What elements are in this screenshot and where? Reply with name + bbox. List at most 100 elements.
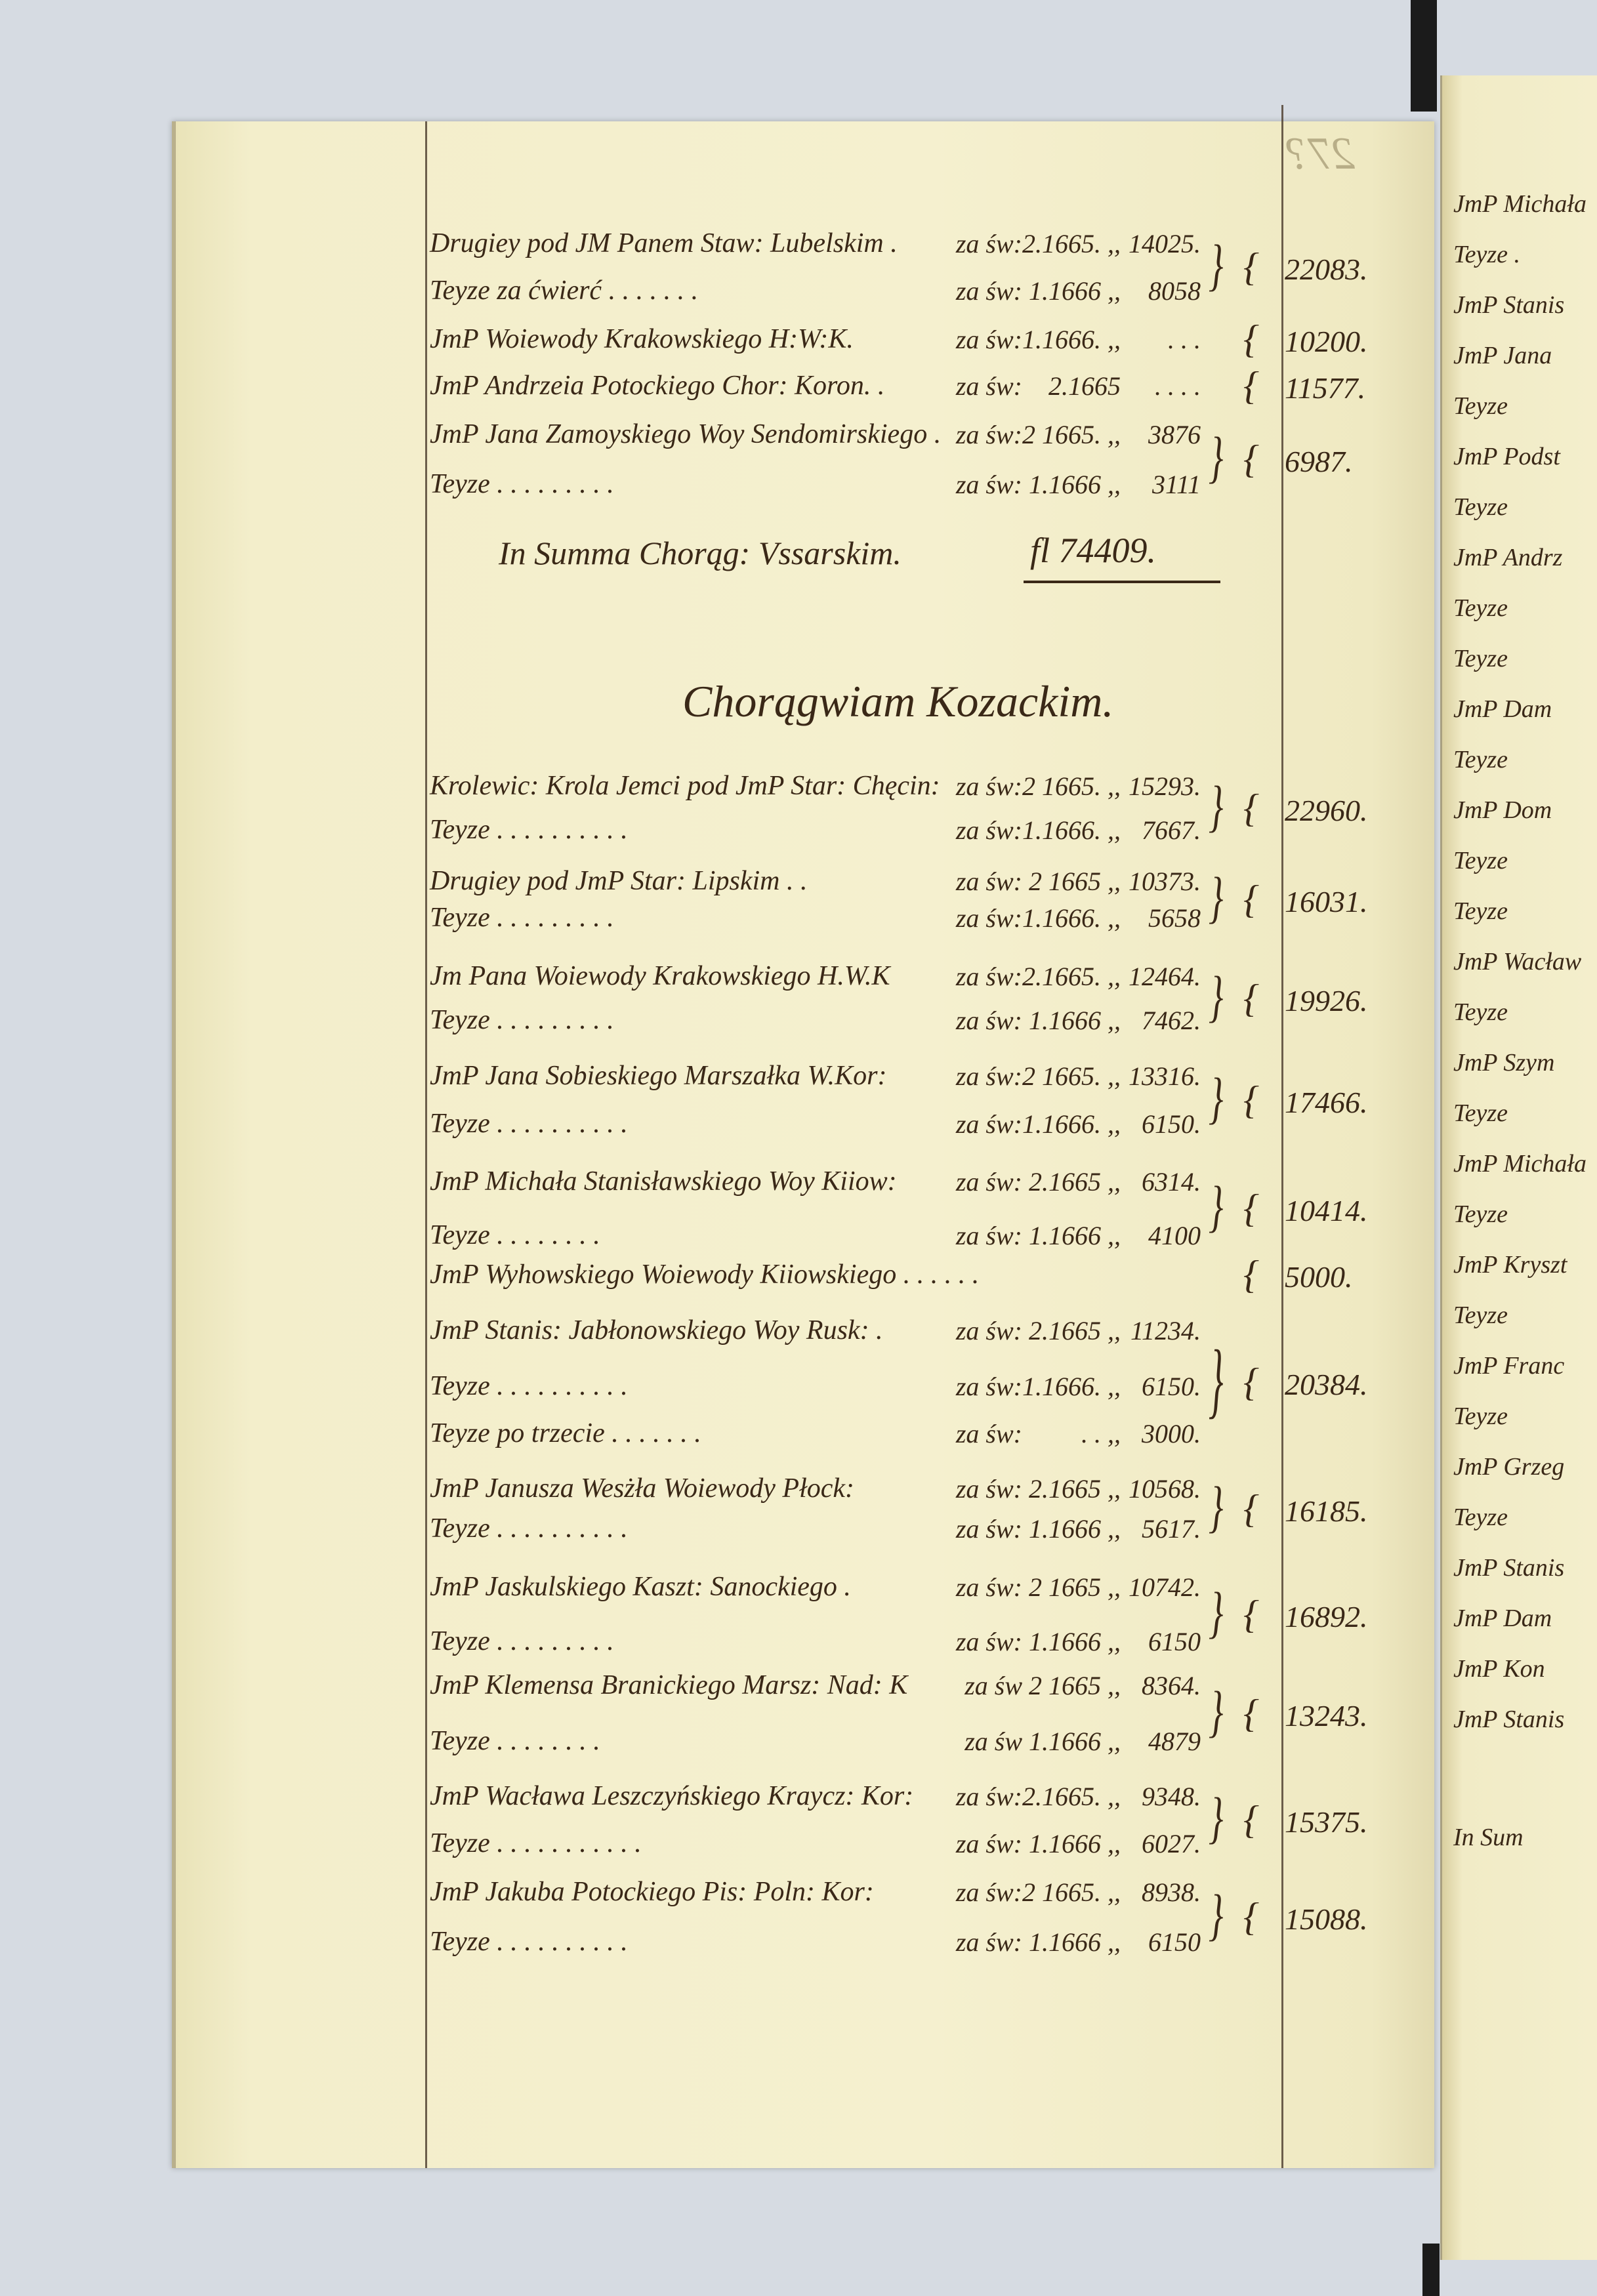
group-total: 10414. [1285, 1194, 1368, 1227]
entry-term: . . ,, [1081, 1419, 1121, 1448]
right-page-entry: JmP Wacław [1453, 948, 1582, 975]
entry-amount: . . . . [1155, 371, 1201, 401]
section-heading: Chorągwiam Kozackim. [682, 676, 1114, 726]
right-brace-icon: } [1209, 1581, 1224, 1645]
entry-name: Krolewic: Krola Jemci pod JmP Star: Chęc… [430, 771, 940, 801]
right-page-entry: Teyze [1453, 998, 1508, 1026]
entry-period-label: za św: [955, 276, 1022, 306]
entry-term: 1.1666 ,, [1029, 1727, 1121, 1756]
entry-term: 1.1666 ,, [1029, 1829, 1121, 1858]
right-page-fragment [1440, 75, 1597, 2260]
entry-period-label: za św: [955, 815, 1022, 845]
entry-term: 2 1665. ,, [1022, 1061, 1121, 1091]
book-binding-edge-bottom [1422, 2244, 1440, 2296]
right-page-entry: Teyze [1453, 1302, 1508, 1329]
entry-amount: 10742. [1129, 1572, 1201, 1602]
entry-amount: 6150. [1142, 1109, 1201, 1139]
group-total: 16185. [1285, 1494, 1368, 1528]
entry-period-label: za św: [955, 1372, 1022, 1401]
group-total: 22083. [1285, 253, 1368, 286]
right-page-entry: Teyze . [1453, 241, 1521, 268]
entry-period-label: za św: [955, 903, 1022, 933]
entry-term: 2 1665 ,, [1029, 867, 1121, 896]
left-margin-rule [425, 121, 427, 2168]
entry-period-label: za św: [955, 1109, 1022, 1139]
entry-term: 2.1665 ,, [1029, 1167, 1121, 1197]
entry-name: JmP Klemensa Branickiego Marsz: Nad: K [430, 1670, 908, 1700]
entry-term: 1.1666. ,, [1022, 1109, 1121, 1139]
entry-amount: 4100 [1148, 1221, 1201, 1250]
entry-name: JmP Woiewody Krakowskiego H:W:K. [430, 324, 854, 354]
right-page-entry: In Sum [1453, 1824, 1524, 1851]
right-page-entry: JmP Dam [1453, 1605, 1552, 1632]
entry-amount: 6150 [1148, 1927, 1201, 1957]
group-total: 15375. [1285, 1805, 1368, 1839]
entry-term: 1.1666 ,, [1029, 1221, 1121, 1250]
group-total: 5000. [1285, 1260, 1353, 1294]
entry-period-label: za św: [955, 962, 1022, 991]
entry-term: 2 1665 ,, [1029, 1572, 1121, 1602]
group-total: 17466. [1285, 1085, 1368, 1119]
entry-period-label: za św: [955, 1474, 1022, 1504]
group-total: 11577. [1285, 371, 1366, 405]
right-brace-icon: } [1209, 1680, 1224, 1744]
entry-term: 2 1665 ,, [1029, 1671, 1121, 1700]
entry-period-label: za św: [955, 1782, 1022, 1811]
entry-term: 1.1666. ,, [1022, 903, 1121, 933]
entry-period-label: za św: [955, 1572, 1022, 1602]
entry-amount: 14025. [1129, 229, 1201, 258]
entry-name: JmP Jana Zamoyskiego Woy Sendomirskiego … [430, 419, 942, 449]
entry-amount: 6150 [1148, 1627, 1201, 1656]
right-brace-icon: } [1209, 1786, 1224, 1850]
entry-name: JmP Janusza Wesżła Woiewody Płock: [430, 1473, 855, 1504]
entry-amount: 3876 [1148, 420, 1201, 449]
folio-number: 27? [1286, 129, 1355, 179]
left-brace-icon: { [1243, 1798, 1259, 1841]
summa-value: fl 74409. [1030, 531, 1157, 570]
entry-amount: 3000. [1142, 1419, 1201, 1448]
entry-period-label: za św: [955, 229, 1022, 258]
right-brace-icon: } [1209, 1175, 1224, 1239]
left-brace-icon: { [1243, 1360, 1259, 1404]
left-brace-icon: { [1243, 1187, 1259, 1230]
entry-name: JmP Michała Stanisławskiego Woy Kiiow: [430, 1166, 897, 1197]
right-page-entry: JmP Andrz [1453, 544, 1563, 571]
left-brace-icon: { [1243, 1253, 1259, 1296]
right-page-entry: JmP Grzeg [1453, 1453, 1565, 1481]
entry-amount: 8938. [1142, 1877, 1201, 1907]
right-page-entry: JmP Kryszt [1453, 1251, 1567, 1279]
entry-period-label: za św: [955, 1061, 1022, 1091]
entry-term: 2 1665. ,, [1022, 771, 1121, 801]
entry-term: 1.1666. ,, [1022, 1372, 1121, 1401]
left-brace-icon: { [1243, 1895, 1259, 1938]
group-total: 13243. [1285, 1698, 1368, 1732]
book-binding-edge [1411, 0, 1437, 112]
entry-period-label: za św: [955, 1627, 1022, 1656]
entry-name: JmP Andrzeia Potockiego Chor: Koron. . [430, 371, 885, 401]
entry-period-label: za św: [955, 1877, 1022, 1907]
right-page-entry: JmP Stanis [1453, 1554, 1565, 1582]
left-brace-icon: { [1243, 1691, 1259, 1735]
entry-period-label: za św: [955, 1006, 1022, 1035]
entry-name: Teyze . . . . . . . . . . . [430, 1828, 642, 1858]
right-page-entry: Teyze [1453, 1200, 1508, 1228]
entry-name: Teyze . . . . . . . . . [430, 1005, 614, 1035]
right-page-entry: Teyze [1453, 493, 1508, 521]
entry-amount: 7462. [1142, 1006, 1201, 1035]
entry-term: 2.1665. ,, [1022, 1782, 1121, 1811]
right-brace-icon: } [1209, 234, 1224, 297]
entry-amount: 6314. [1142, 1167, 1201, 1197]
right-page-entry: JmP Franc [1453, 1352, 1565, 1380]
right-page-entry: JmP Dom [1453, 796, 1552, 824]
right-brace-icon: } [1209, 1475, 1224, 1539]
group-total: 10200. [1285, 325, 1368, 358]
entry-period-label: za św: [955, 1316, 1022, 1345]
right-brace-icon: } [1209, 965, 1224, 1029]
entry-period-label: za św [964, 1727, 1022, 1756]
entry-term: 2.1665 [1048, 371, 1121, 401]
entry-name: JmP Wyhowskiego Woiewody Kiiowskiego . .… [430, 1260, 980, 1290]
right-page-entry: Teyze [1453, 897, 1508, 925]
right-brace-icon: } [1209, 1067, 1224, 1130]
manuscript-page [172, 121, 1434, 2168]
right-brace-icon: } [1209, 426, 1224, 489]
